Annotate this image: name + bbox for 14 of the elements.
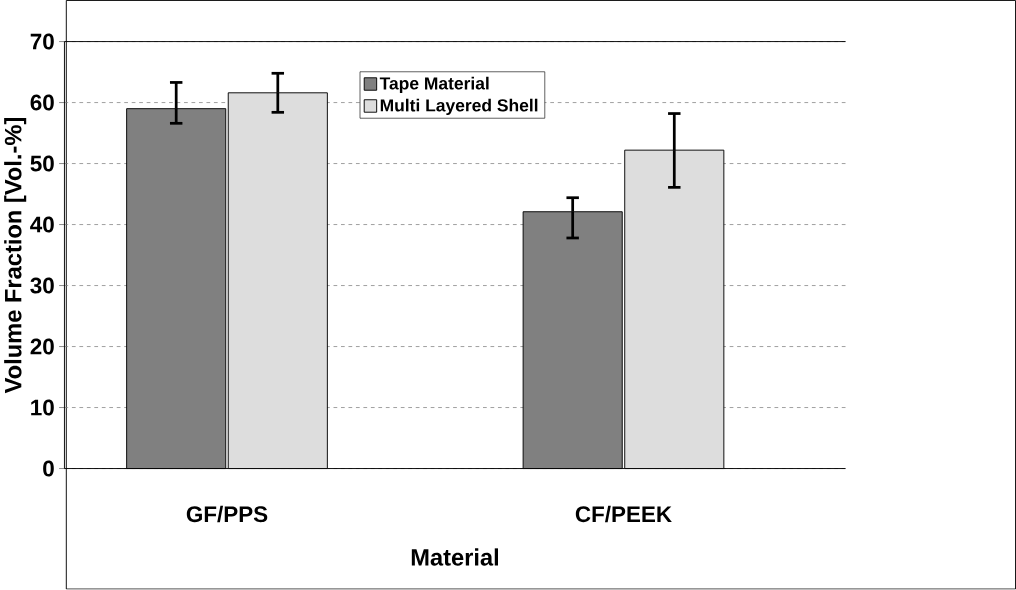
legend-label: Tape Material (379, 76, 489, 94)
legend-label: Multi Layered Shell (380, 98, 538, 116)
y-tick-label: 60 (30, 94, 54, 111)
y-tick-label: 70 (30, 33, 54, 50)
y-tick-label: 0 (43, 460, 54, 477)
y-tick-label: 50 (30, 155, 54, 172)
x-tick-label: CF/PEEK (575, 505, 672, 523)
y-axis-title: Volume Fraction [Vol.-%] (4, 118, 27, 394)
y-tick-label: 10 (31, 399, 54, 416)
y-tick-label: 30 (30, 277, 54, 294)
x-tick-label: GF/PPS (186, 505, 268, 523)
x-axis-title: Material (411, 548, 499, 566)
y-tick-label: 40 (30, 216, 54, 233)
y-tick-label: 20 (30, 338, 54, 355)
